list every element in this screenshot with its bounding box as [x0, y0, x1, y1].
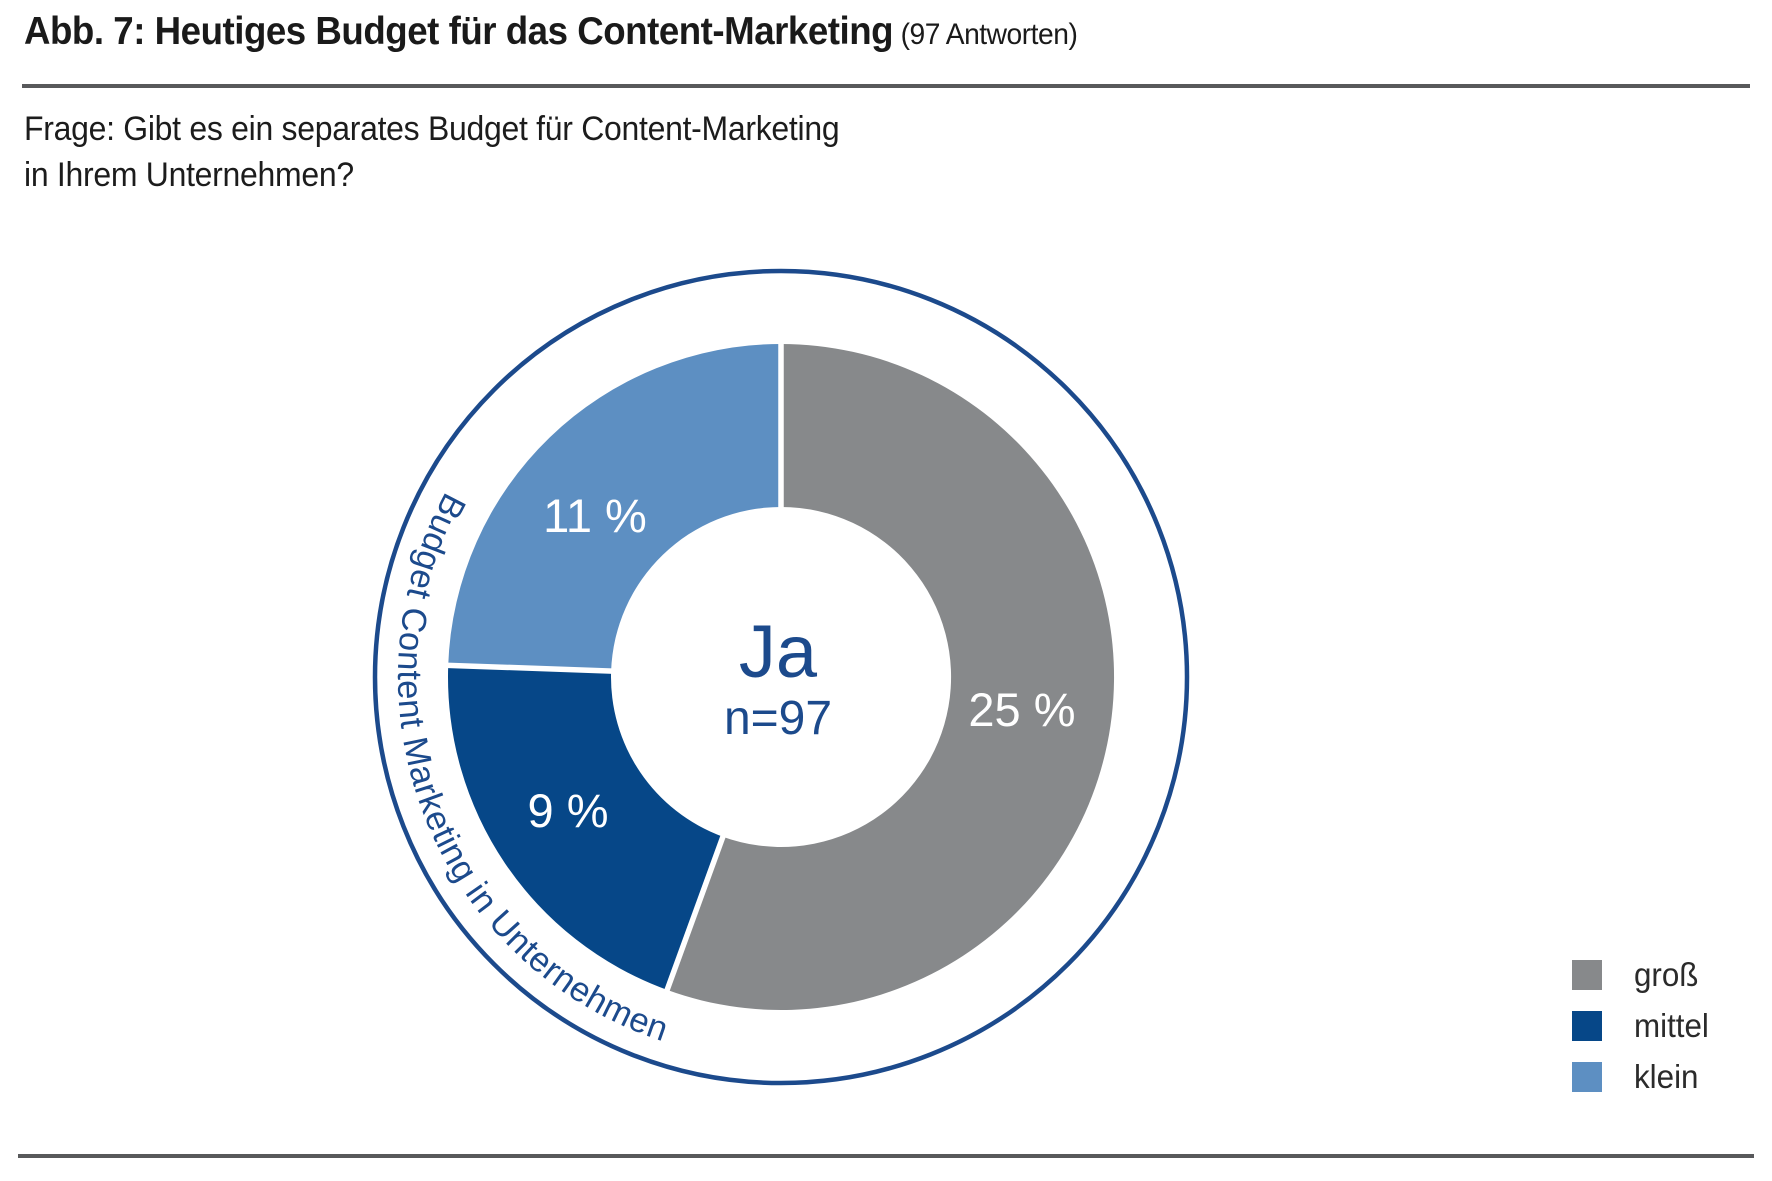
legend-label-gross: groß — [1634, 956, 1699, 993]
outer-ring-circle — [372, 268, 1190, 1086]
figure-header: Abb. 7: Heutiges Budget für das Content-… — [24, 10, 1078, 54]
legend-label-klein: klein — [1634, 1058, 1699, 1095]
donut-segment-klein — [448, 344, 781, 672]
label-pct-mittel: 9 % — [528, 784, 609, 837]
label-pct-gross: 25 % — [968, 683, 1075, 736]
label-pct-klein: 11 % — [543, 489, 647, 542]
legend-swatch-gross — [1572, 960, 1602, 990]
survey-question: Frage: Gibt es ein separates Budget für … — [24, 106, 840, 198]
legend-item-mittel: mittel — [1572, 1007, 1713, 1044]
segment-separators — [441, 337, 784, 998]
center-sublabel: n=97 — [724, 692, 832, 745]
bottom-divider — [18, 1154, 1754, 1158]
figure-title-note: (97 Antworten) — [900, 18, 1078, 51]
legend: groß mittel klein — [1572, 956, 1713, 1113]
center-label: Ja — [739, 610, 818, 693]
title-divider — [22, 84, 1750, 88]
survey-question-line1: Frage: Gibt es ein separates Budget für … — [24, 110, 840, 148]
donut-segment-gross — [667, 344, 1115, 1011]
figure-title: Abb. 7: Heutiges Budget für das Content-… — [24, 10, 894, 53]
legend-swatch-klein — [1572, 1062, 1602, 1092]
legend-item-gross: groß — [1572, 956, 1713, 993]
survey-question-line2: in Ihrem Unternehmen? — [24, 156, 354, 194]
legend-swatch-mittel — [1572, 1011, 1602, 1041]
donut-segment-mittel — [447, 665, 723, 990]
legend-label-mittel: mittel — [1634, 1007, 1709, 1044]
legend-item-klein: klein — [1572, 1058, 1713, 1095]
